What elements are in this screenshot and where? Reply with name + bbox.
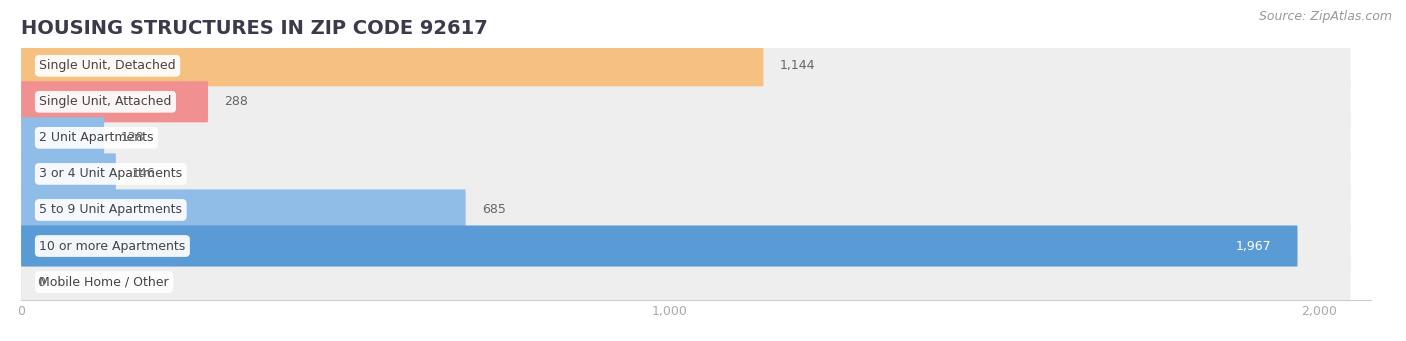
FancyBboxPatch shape xyxy=(21,219,1351,273)
Text: 2 Unit Apartments: 2 Unit Apartments xyxy=(39,131,153,144)
Text: Source: ZipAtlas.com: Source: ZipAtlas.com xyxy=(1258,10,1392,23)
Text: 1,967: 1,967 xyxy=(1236,239,1271,252)
Text: 5 to 9 Unit Apartments: 5 to 9 Unit Apartments xyxy=(39,204,183,217)
Text: HOUSING STRUCTURES IN ZIP CODE 92617: HOUSING STRUCTURES IN ZIP CODE 92617 xyxy=(21,19,488,38)
Text: Single Unit, Detached: Single Unit, Detached xyxy=(39,59,176,72)
Text: 288: 288 xyxy=(224,95,247,108)
FancyBboxPatch shape xyxy=(21,39,1351,93)
Text: 128: 128 xyxy=(121,131,145,144)
FancyBboxPatch shape xyxy=(21,153,115,194)
Text: 685: 685 xyxy=(482,204,506,217)
FancyBboxPatch shape xyxy=(21,147,1351,201)
FancyBboxPatch shape xyxy=(21,74,1351,129)
Text: 10 or more Apartments: 10 or more Apartments xyxy=(39,239,186,252)
Text: 146: 146 xyxy=(132,167,156,180)
Text: 1,144: 1,144 xyxy=(780,59,815,72)
FancyBboxPatch shape xyxy=(21,45,763,86)
FancyBboxPatch shape xyxy=(21,255,1351,309)
FancyBboxPatch shape xyxy=(21,225,1298,267)
Text: 0: 0 xyxy=(38,276,45,288)
Text: 3 or 4 Unit Apartments: 3 or 4 Unit Apartments xyxy=(39,167,183,180)
FancyBboxPatch shape xyxy=(21,117,104,159)
FancyBboxPatch shape xyxy=(21,189,465,231)
Text: Single Unit, Attached: Single Unit, Attached xyxy=(39,95,172,108)
Text: Mobile Home / Other: Mobile Home / Other xyxy=(39,276,169,288)
FancyBboxPatch shape xyxy=(21,182,1351,237)
FancyBboxPatch shape xyxy=(21,81,208,122)
FancyBboxPatch shape xyxy=(21,110,1351,165)
